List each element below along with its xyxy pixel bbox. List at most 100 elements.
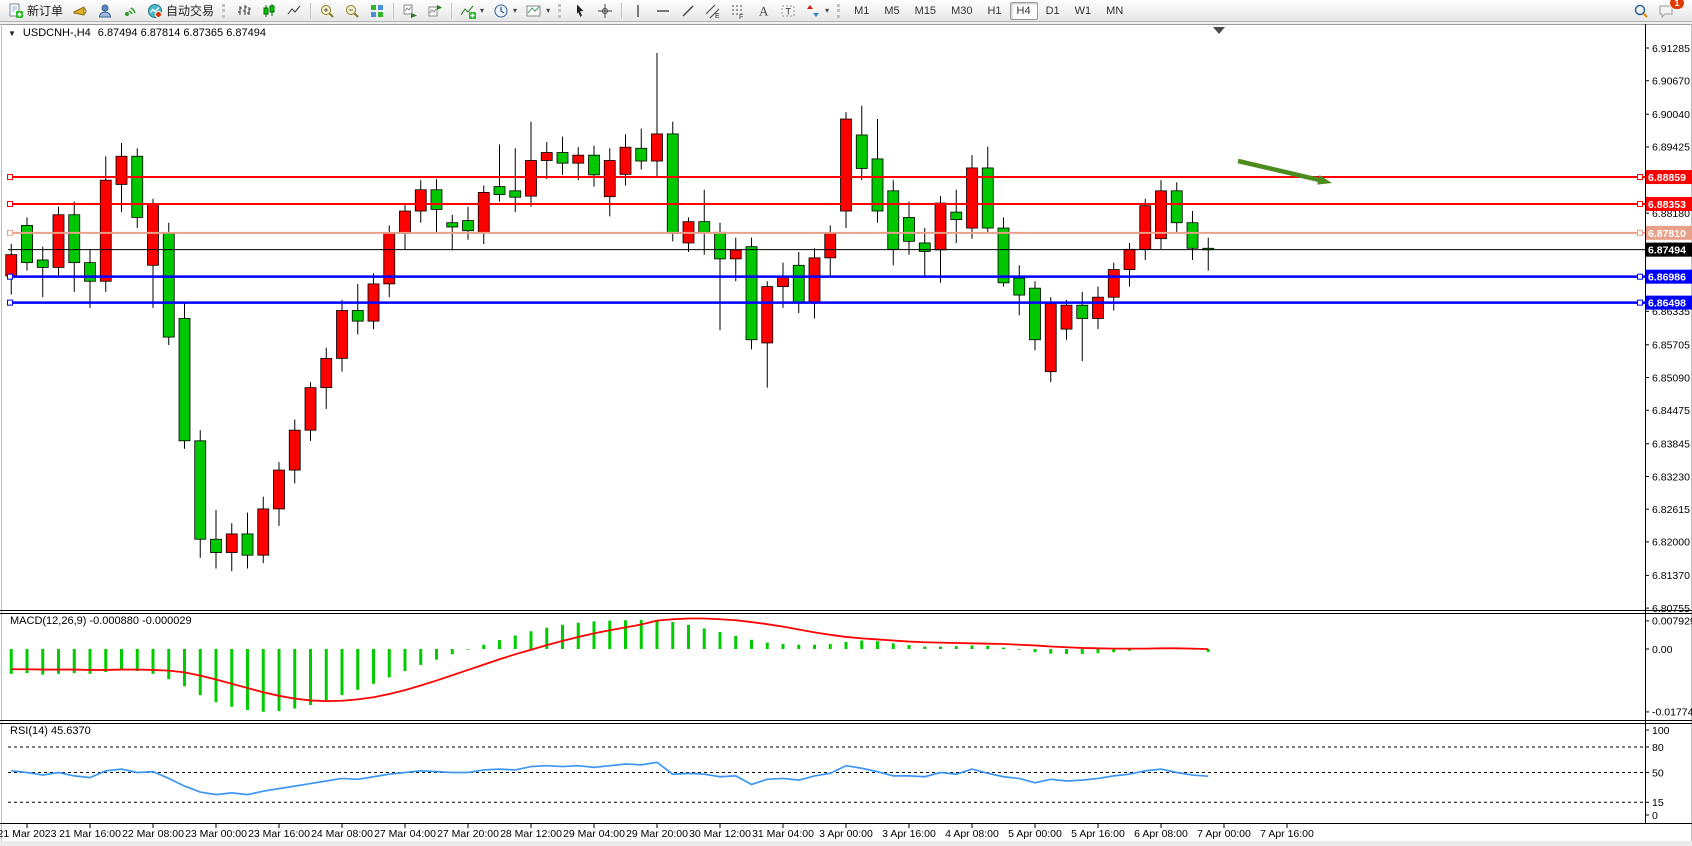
svg-text:6.91285: 6.91285 <box>1652 43 1690 55</box>
text-button[interactable]: A <box>751 1 775 20</box>
timeframe-m30-button[interactable]: M30 <box>944 2 979 20</box>
cursor-button[interactable] <box>568 1 592 20</box>
toolbar-separator <box>393 2 395 19</box>
crosshair-button[interactable] <box>593 1 617 20</box>
svg-text:6.90670: 6.90670 <box>1652 76 1690 88</box>
svg-text:28 Mar 12:00: 28 Mar 12:00 <box>500 828 562 840</box>
macd-pane: 0.007929 0.00 -0.017743 <box>9 616 1692 719</box>
svg-text:6.87494: 6.87494 <box>1648 245 1686 257</box>
rsi-line <box>11 761 1209 796</box>
templates-button[interactable]: ▾ <box>522 1 554 20</box>
line-chart-icon <box>287 5 301 14</box>
svg-text:4 Apr 08:00: 4 Apr 08:00 <box>945 828 999 840</box>
svg-text:7 Apr 00:00: 7 Apr 00:00 <box>1197 828 1251 840</box>
horizontal-line-icon <box>657 9 670 12</box>
bar-chart-icon <box>238 4 252 15</box>
svg-text:3 Apr 00:00: 3 Apr 00:00 <box>819 828 873 840</box>
chevron-down-icon: ▾ <box>825 6 830 15</box>
horizontal-line-button[interactable] <box>651 1 675 20</box>
auto-scroll-button[interactable] <box>398 1 422 20</box>
trendline-button[interactable] <box>676 1 700 20</box>
svg-text:0.007929: 0.007929 <box>1652 616 1692 628</box>
svg-text:27 Mar 04:00: 27 Mar 04:00 <box>374 828 436 840</box>
megaphone-button[interactable] <box>68 1 92 20</box>
timeframe-h1-button[interactable]: H1 <box>980 2 1008 20</box>
symbol-period-label: USDCNH-,H4 <box>22 27 91 39</box>
toolbar-grip <box>222 3 228 18</box>
svg-text:6.80755: 6.80755 <box>1652 603 1690 615</box>
new-order-button[interactable]: 新订单 <box>4 1 67 20</box>
svg-text:A: A <box>759 3 769 18</box>
svg-text:0.00: 0.00 <box>1652 644 1673 656</box>
chart-shift-button[interactable] <box>423 1 447 20</box>
search-button[interactable] <box>1629 1 1653 20</box>
timeframe-m1-button[interactable]: M1 <box>847 2 876 20</box>
timeframe-m5-button[interactable]: M5 <box>877 2 906 20</box>
tile-windows-button[interactable] <box>365 1 389 20</box>
fibonacci-button[interactable]: F <box>726 1 750 20</box>
chevron-down-icon: ▾ <box>480 6 485 15</box>
line-chart-button[interactable] <box>282 1 306 20</box>
timeframe-h4-button[interactable]: H4 <box>1009 1 1038 20</box>
svg-text:100: 100 <box>1652 725 1670 737</box>
vertical-line-button[interactable] <box>626 1 650 20</box>
svg-text:6.84475: 6.84475 <box>1652 405 1690 417</box>
svg-text:80: 80 <box>1652 742 1664 754</box>
timeframe-m15-button[interactable]: M15 <box>908 2 943 20</box>
candlestick-chart-button[interactable] <box>257 1 281 20</box>
zoom-in-button[interactable] <box>315 1 339 20</box>
toolbar-grip <box>837 3 843 18</box>
svg-text:F: F <box>739 14 743 19</box>
timeframe-d1-button[interactable]: D1 <box>1039 2 1067 20</box>
bar-chart-button[interactable] <box>232 1 256 20</box>
equidistant-channel-button[interactable]: E <box>701 1 725 20</box>
svg-text:T: T <box>786 6 792 16</box>
text-label-button[interactable]: T <box>776 1 800 20</box>
channel-icon: E <box>705 4 720 19</box>
crosshair-icon <box>598 3 613 18</box>
vertical-line-icon <box>637 4 639 17</box>
chart-shift-marker[interactable] <box>1213 27 1225 34</box>
auto-scroll-icon <box>403 4 418 18</box>
zoom-out-button[interactable] <box>340 1 364 20</box>
toolbar-separator <box>310 2 312 19</box>
svg-text:30 Mar 12:00: 30 Mar 12:00 <box>689 828 751 840</box>
signals-button[interactable] <box>118 1 142 20</box>
svg-text:22 Mar 08:00: 22 Mar 08:00 <box>122 828 184 840</box>
arrows-button[interactable]: ▾ <box>801 1 833 20</box>
trend-arrow-annotation[interactable] <box>1237 158 1332 185</box>
person-icon <box>99 4 112 17</box>
svg-text:3 Apr 16:00: 3 Apr 16:00 <box>882 828 936 840</box>
candlesticks <box>5 53 1215 572</box>
svg-text:6.81370: 6.81370 <box>1652 570 1690 582</box>
time-axis[interactable]: 21 Mar 2023 21 Mar 16:00 22 Mar 08:00 23 Ma… <box>0 823 1314 840</box>
indicators-icon <box>460 5 477 19</box>
svg-text:24 Mar 08:00: 24 Mar 08:00 <box>311 828 373 840</box>
rsi-pane: 100 80 50 150 <box>8 725 1670 822</box>
svg-text:6.88859: 6.88859 <box>1648 172 1686 184</box>
autotrading-button[interactable]: 自动交易 <box>143 1 218 20</box>
svg-text:6.83230: 6.83230 <box>1652 471 1690 483</box>
arrow-objects-icon <box>807 4 820 17</box>
new-order-label: 新订单 <box>27 4 64 18</box>
rsi-indicator-label: RSI(14) 45.6370 <box>10 725 91 737</box>
svg-text:15: 15 <box>1652 797 1664 809</box>
timeframe-mn-button[interactable]: MN <box>1099 2 1130 20</box>
svg-text:0: 0 <box>1652 810 1658 822</box>
community-button[interactable] <box>93 1 117 20</box>
horizontal-lines[interactable] <box>7 174 1646 306</box>
svg-text:50: 50 <box>1652 767 1664 779</box>
svg-text:6.88180: 6.88180 <box>1652 208 1690 220</box>
notification-badge[interactable]: 1 <box>1669 0 1685 10</box>
text-label-icon: T <box>781 5 795 16</box>
symbol-dropdown-icon[interactable]: ▼ <box>8 28 16 38</box>
chart-shift-icon <box>428 4 443 16</box>
search-icon <box>1634 4 1648 18</box>
timeframe-w1-button[interactable]: W1 <box>1068 2 1099 20</box>
periods-button[interactable]: ▾ <box>489 1 521 20</box>
indicators-button[interactable]: ▾ <box>456 1 488 20</box>
toolbar-separator <box>621 2 623 19</box>
cursor-icon <box>577 4 584 17</box>
